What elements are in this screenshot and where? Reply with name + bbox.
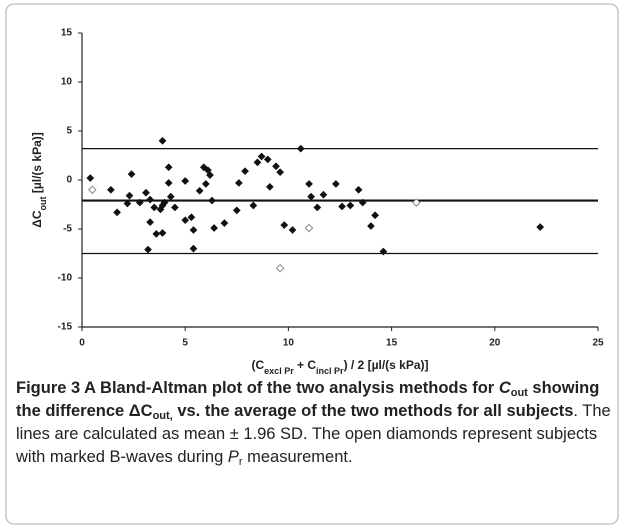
diamond [113, 208, 122, 217]
diamond [206, 171, 214, 180]
diamond [296, 144, 305, 153]
diamond [135, 198, 144, 207]
diamond [210, 224, 219, 232]
y-tick-label: 5 [66, 126, 72, 137]
diamond [241, 167, 250, 176]
diamond [220, 219, 229, 228]
caption-text: showing the difference ΔC [16, 379, 600, 420]
diamond [288, 226, 297, 234]
open-diamond [412, 198, 421, 207]
diamond [346, 201, 355, 210]
y-tick-label: 0 [66, 175, 72, 186]
diamond [367, 222, 375, 231]
y-tick-label: -15 [58, 322, 73, 333]
diamond [142, 188, 150, 197]
label-part: ΔC [30, 210, 44, 228]
open-diamond [88, 185, 97, 195]
diamond [358, 198, 367, 207]
diamond [234, 178, 243, 187]
diamond [379, 247, 388, 256]
diamond [249, 201, 258, 210]
diamond [208, 196, 216, 205]
diamond [166, 192, 175, 201]
diamond [338, 202, 347, 211]
diamond [146, 195, 155, 204]
caption-text: . The lines are calculated as mean ± 1.9… [16, 402, 611, 466]
diamond [331, 179, 340, 188]
diamond [160, 198, 169, 207]
caption-text: C [498, 379, 511, 397]
caption-text: P [227, 448, 239, 466]
caption-text: out [510, 387, 528, 399]
y-tick-label: 10 [61, 77, 73, 88]
diamond [263, 155, 272, 164]
diamond [272, 162, 280, 171]
diamond [150, 203, 159, 212]
diamond [127, 170, 136, 179]
diamond [280, 221, 289, 230]
caption-text: r [238, 456, 243, 468]
diamond [319, 190, 328, 199]
diamond [189, 244, 198, 253]
diamond [276, 168, 285, 177]
diamond [305, 179, 313, 188]
diamond [158, 136, 167, 145]
diamond [170, 203, 179, 212]
frame [5, 3, 619, 525]
caption: Figure 3 A Bland-Altman plot of the two … [16, 377, 612, 469]
diamond [125, 191, 134, 200]
diamond [181, 177, 190, 185]
diamond [106, 185, 115, 194]
x-tick-label: 5 [182, 338, 188, 349]
label-subscript: excl Pr [264, 366, 294, 376]
label-part: ) / 2 [µl/(s kPa)] [344, 358, 429, 372]
x-tick-label: 0 [79, 338, 85, 349]
diamond [257, 152, 266, 161]
diamond [164, 178, 173, 187]
x-axis-label: (Cexcl Pr + Cincl Pr) / 2 [µl/(s kPa)] [252, 358, 429, 376]
diamond [307, 192, 316, 201]
diamond [123, 199, 132, 208]
diamond [371, 211, 380, 220]
caption-text: Figure 3 A Bland-Altman plot of the two … [16, 379, 499, 397]
x-tick-label: 25 [592, 338, 604, 349]
open-diamond [304, 223, 314, 233]
diamond [152, 229, 161, 238]
caption-text: measurement. [242, 448, 353, 466]
label-part: + C [294, 358, 317, 372]
label-subscript: incl Pr [316, 366, 344, 376]
diamond [313, 203, 322, 212]
label-part: [µl/(s kPa)] [30, 132, 44, 196]
open-diamond [275, 263, 285, 273]
diamond [265, 182, 274, 191]
x-tick-label: 20 [489, 338, 501, 349]
diamond [146, 218, 155, 227]
label-part: (C [252, 358, 265, 372]
y-tick-label: -5 [63, 224, 72, 235]
diamond [354, 185, 363, 194]
diamond [187, 213, 196, 222]
label-subscript: out [38, 196, 48, 210]
x-tick-label: 15 [386, 338, 398, 349]
diamond [181, 216, 190, 225]
diamond [253, 158, 262, 167]
diamond [195, 186, 204, 195]
caption-text: out, [152, 410, 173, 422]
diamond [144, 245, 153, 254]
diamond [86, 174, 95, 182]
y-tick-label: -10 [58, 273, 73, 284]
diamond [536, 223, 545, 231]
diamond [158, 228, 167, 237]
caption-text: vs. the average of the two methods for a… [172, 402, 574, 420]
diamond [189, 226, 198, 234]
y-axis-label: ΔCout [µl/(s kPa)] [30, 132, 48, 228]
diamond [201, 179, 210, 188]
y-tick-label: 15 [61, 28, 73, 39]
diamond [232, 206, 241, 215]
x-tick-label: 10 [283, 338, 295, 349]
diamond [164, 163, 173, 172]
